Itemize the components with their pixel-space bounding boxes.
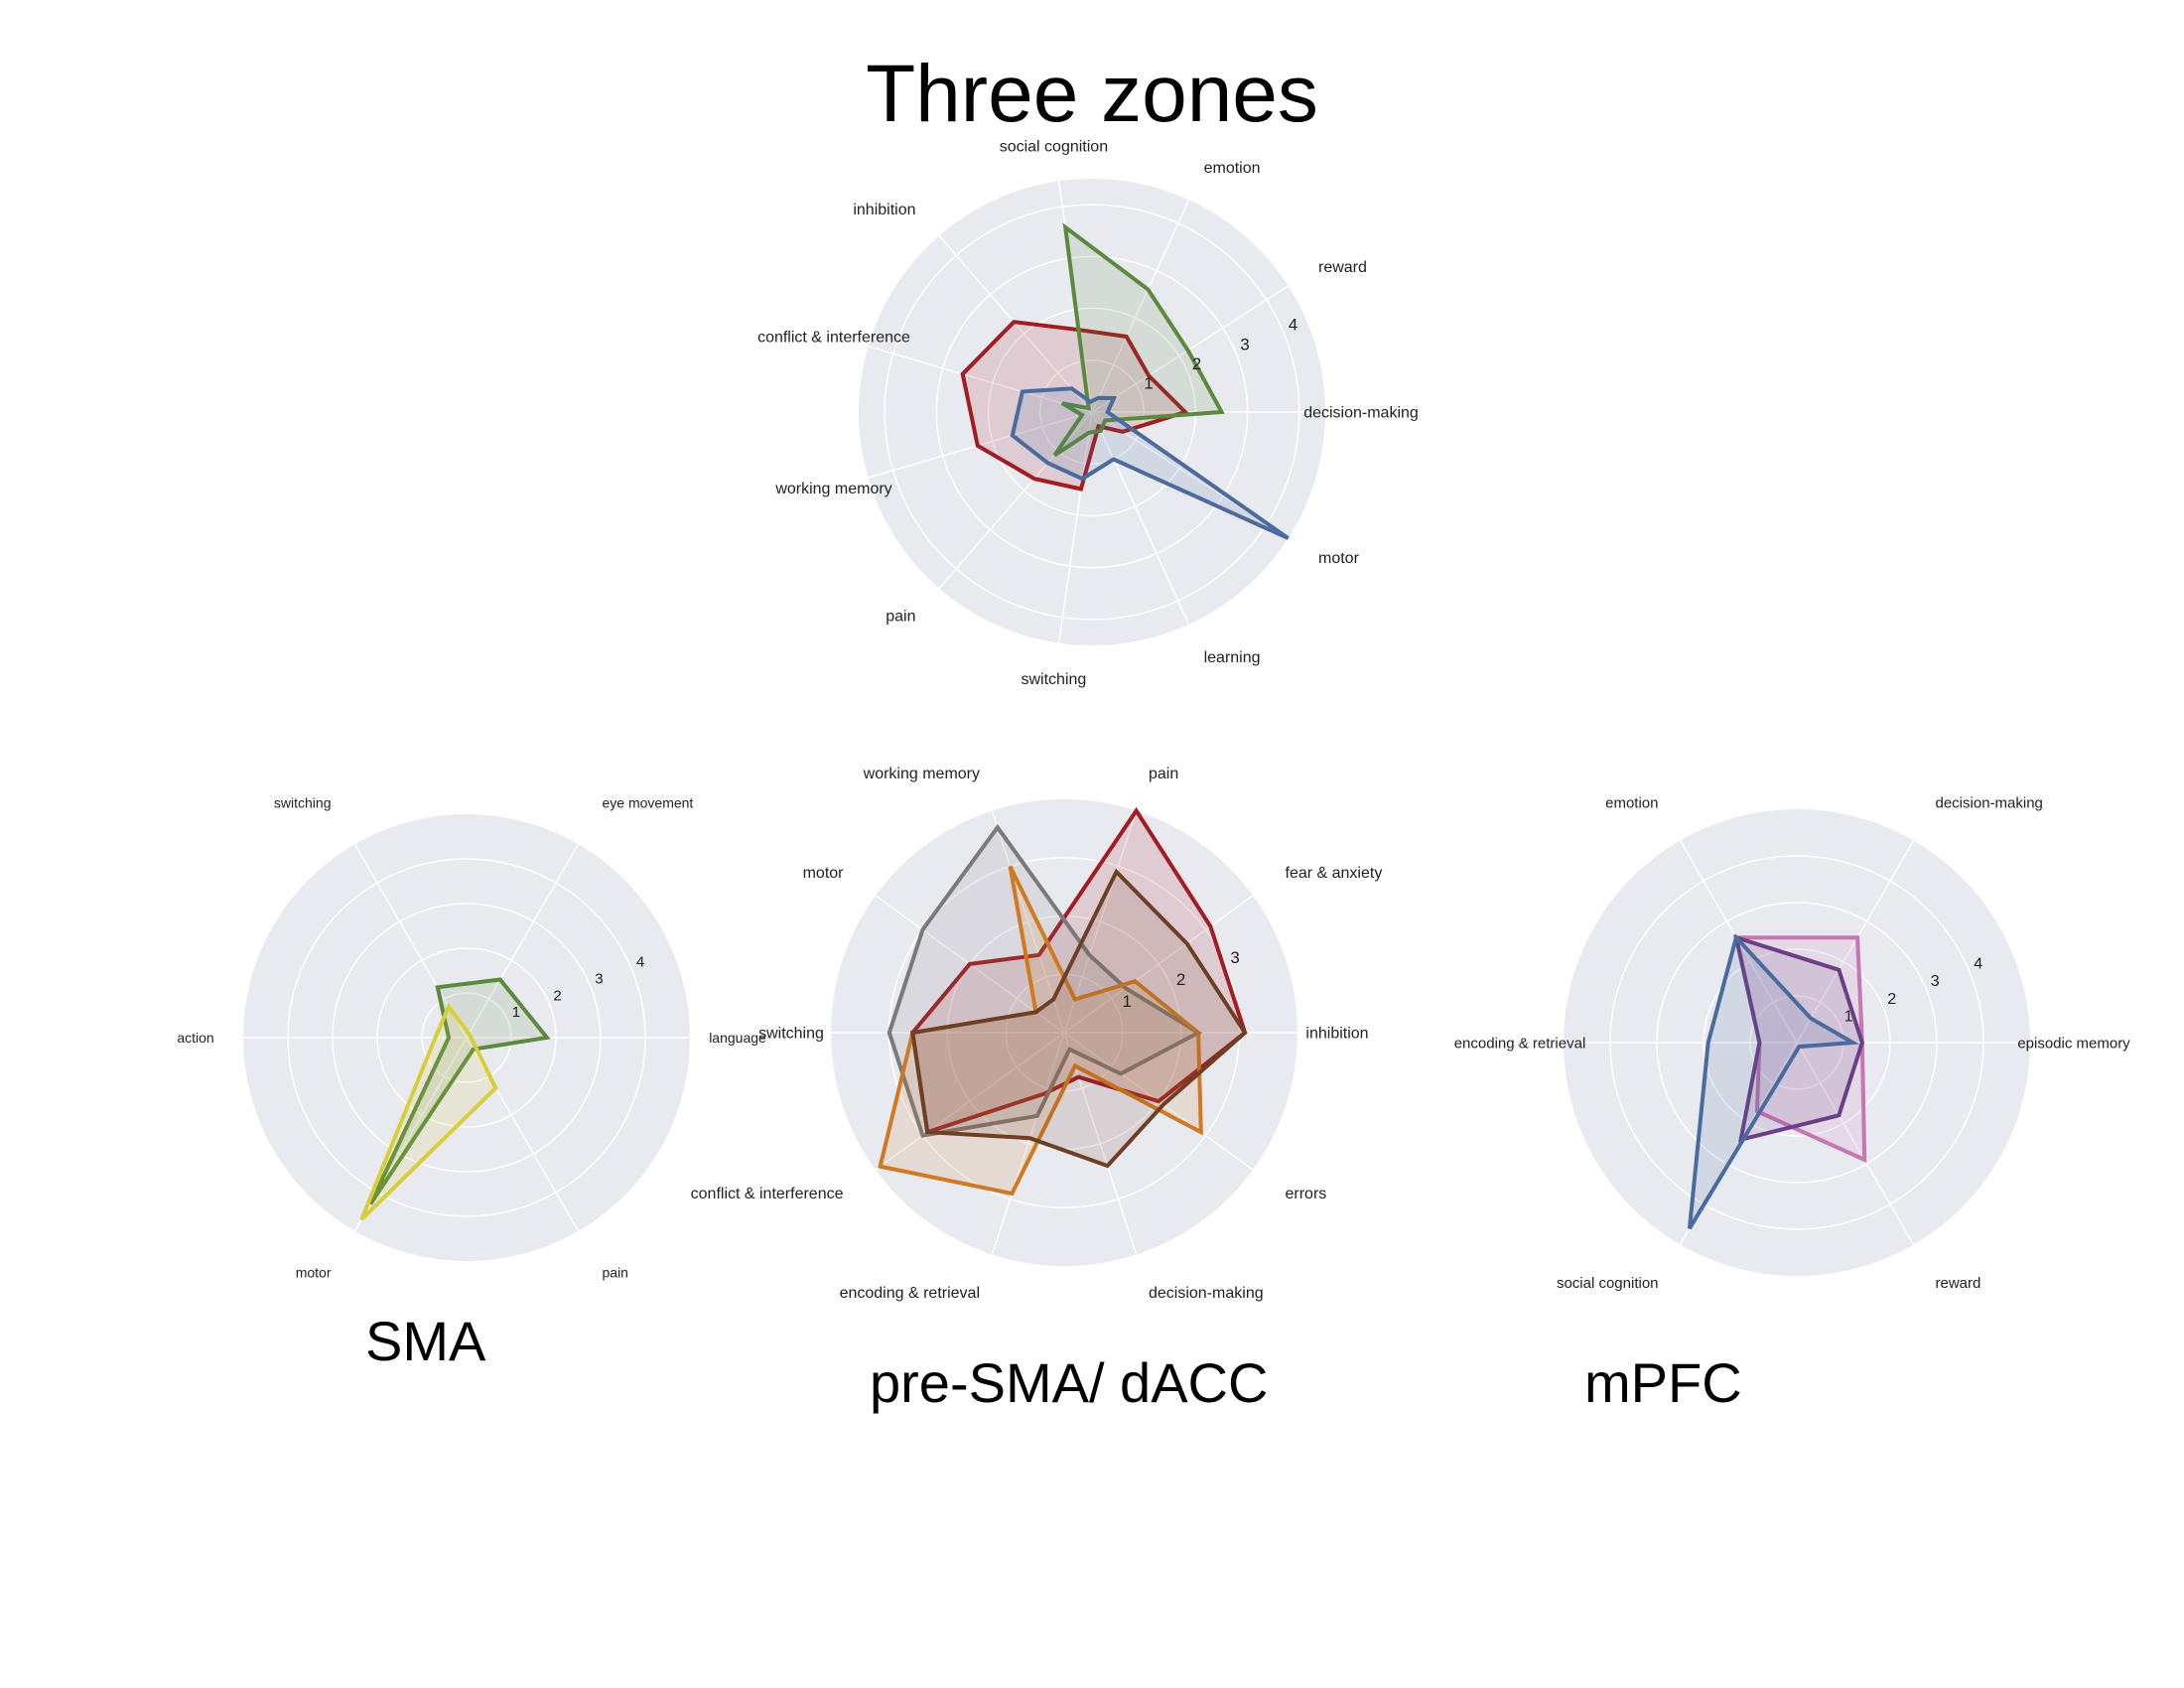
axis-label-switching: switching <box>274 795 332 811</box>
axis-label-eye-movement: eye movement <box>603 795 694 811</box>
grid-spoke <box>1796 840 1915 1044</box>
axis-label-errors: errors <box>1286 1186 1327 1202</box>
grid-spoke <box>938 411 1093 590</box>
axis-label-conflict-interference: conflict & interference <box>691 1186 844 1202</box>
grid-spoke <box>1063 1032 1138 1255</box>
series-green-polygon <box>368 977 551 1205</box>
grid-spoke <box>875 1032 1065 1171</box>
axis-label-switching: switching <box>758 1026 824 1043</box>
radar-three-zones: decision-making reward emotion social cogni… <box>757 138 1419 687</box>
axis-label-emotion: emotion <box>1605 795 1658 812</box>
radial-tick-label: 2 <box>553 987 561 1004</box>
series-yellow-polygon <box>359 1002 498 1221</box>
series-purple-polygon <box>1733 934 1864 1143</box>
axis-label-decision-making: decision-making <box>1303 405 1419 422</box>
radial-tick-label: 2 <box>1887 991 1896 1008</box>
axis-label-reward: reward <box>1936 1275 1981 1292</box>
radial-tick-label: 3 <box>595 970 603 987</box>
radial-tick-label: 4 <box>636 954 644 971</box>
grid-spoke <box>1796 1042 1915 1245</box>
grid-spoke <box>868 346 1093 413</box>
radial-tick-label: 3 <box>1240 335 1249 353</box>
axis-label-social-cognition: social cognition <box>1557 1275 1659 1292</box>
axis-label-pain: pain <box>886 608 915 625</box>
axis-label-motor: motor <box>1318 550 1360 567</box>
series-blue-polygon <box>1687 933 1860 1230</box>
grid-spoke <box>1063 810 1138 1034</box>
radial-tick-label: 1 <box>1123 992 1132 1011</box>
grid-spoke <box>466 843 580 1039</box>
radial-tick-label: 3 <box>1230 948 1239 967</box>
grid-spoke <box>991 810 1065 1034</box>
axis-label-motor: motor <box>803 865 845 882</box>
grid-spoke <box>1091 199 1190 413</box>
axis-label-pain: pain <box>1149 766 1178 782</box>
axis-label-decision-making: decision-making <box>1149 1285 1264 1302</box>
radial-tick-label: 1 <box>512 1004 520 1021</box>
axis-label-motor: motor <box>296 1264 332 1280</box>
radial-tick-label: 1 <box>1844 1008 1853 1025</box>
radar-sma: language eye movement switching action motor… <box>177 795 766 1281</box>
axis-label-social-cognition: social cognition <box>1000 138 1108 155</box>
axis-label-working-memory: working memory <box>774 481 891 497</box>
axis-label-reward: reward <box>1318 259 1367 276</box>
axis-label-inhibition: inhibition <box>853 202 915 218</box>
axis-label-episodic-memory: episodic memory <box>2017 1035 2130 1052</box>
axis-label-emotion: emotion <box>1204 160 1261 177</box>
series-gray-polygon <box>887 823 1203 1138</box>
axis-label-pain: pain <box>603 1264 628 1280</box>
axis-label-learning: learning <box>1204 649 1261 666</box>
radial-tick-label: 2 <box>1176 970 1185 989</box>
axis-label-language: language <box>709 1030 766 1046</box>
grid-spoke <box>1063 895 1254 1034</box>
axis-label-inhibition: inhibition <box>1305 1026 1368 1043</box>
radial-tick-label: 1 <box>1144 373 1153 392</box>
grid-spoke <box>1057 411 1093 643</box>
main-title: Three zones <box>866 49 1318 139</box>
caption-sma: SMA <box>365 1310 486 1372</box>
axis-label-working-memory: working memory <box>863 766 980 782</box>
grid-spoke <box>1091 285 1290 413</box>
radar-mpfc: episodic memory decision-making emotion enc… <box>1454 795 2130 1292</box>
axis-label-decision-making: decision-making <box>1936 795 2043 812</box>
caption-mpfc: mPFC <box>1584 1351 1742 1414</box>
axis-label-encoding-retrieval: encoding & retrieval <box>840 1285 980 1302</box>
grid-spoke <box>991 1032 1065 1255</box>
radial-tick-label: 4 <box>1974 956 1982 973</box>
axis-label-action: action <box>177 1030 213 1046</box>
axis-label-encoding-retrieval: encoding & retrieval <box>1454 1035 1586 1052</box>
series-brown-polygon <box>910 868 1248 1169</box>
radial-tick-label: 4 <box>1289 316 1297 335</box>
series-blue-polygon <box>1010 386 1290 540</box>
radial-tick-label: 3 <box>1931 973 1940 990</box>
grid-spoke <box>1091 411 1190 626</box>
caption-pre-sma-dacc: pre-SMA/ dACC <box>870 1351 1269 1414</box>
axis-label-fear-anxiety: fear & anxiety <box>1286 865 1383 882</box>
radar-pre-sma-dacc: inhibition fear & anxiety pain working memo… <box>691 766 1383 1302</box>
axis-label-conflict-interference: conflict & interference <box>757 329 910 346</box>
radial-tick-label: 2 <box>1192 354 1201 373</box>
axis-label-switching: switching <box>1021 671 1086 688</box>
